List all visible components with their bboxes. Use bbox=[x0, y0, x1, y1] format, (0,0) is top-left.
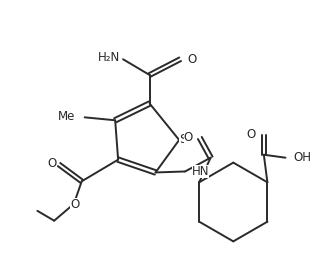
Text: O: O bbox=[184, 131, 193, 144]
Text: O: O bbox=[247, 128, 256, 140]
Text: S: S bbox=[179, 134, 187, 147]
Text: O: O bbox=[47, 157, 57, 170]
Text: H₂N: H₂N bbox=[98, 51, 120, 64]
Text: O: O bbox=[187, 53, 196, 66]
Text: HN: HN bbox=[192, 165, 209, 178]
Text: O: O bbox=[70, 198, 79, 211]
Text: Me: Me bbox=[57, 110, 75, 123]
Text: OH: OH bbox=[293, 151, 311, 164]
